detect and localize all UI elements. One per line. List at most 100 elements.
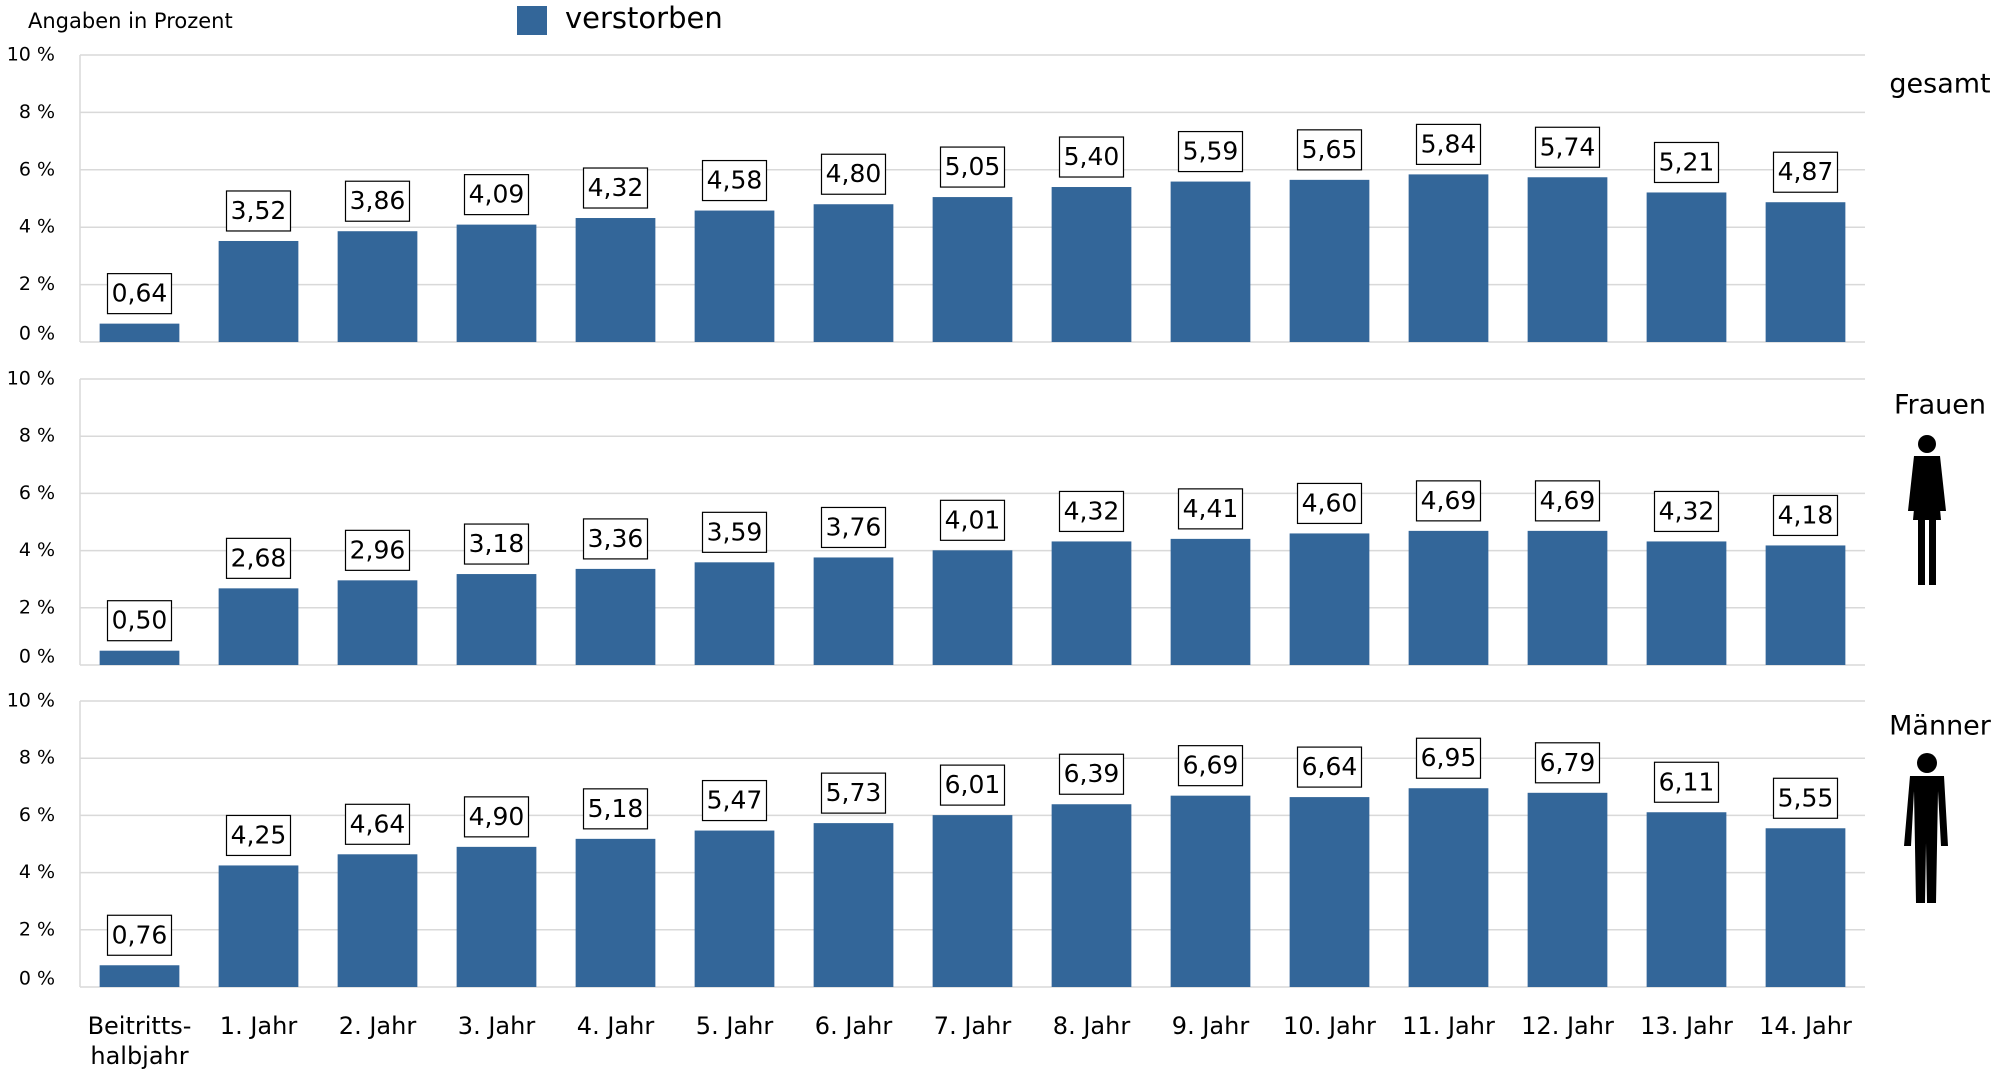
value-label: 4,01 [945, 505, 1001, 534]
value-label-box [939, 146, 1006, 188]
bar [1170, 538, 1251, 665]
legend-label: verstorben [565, 1, 723, 35]
value-label-box [582, 788, 649, 830]
value-label: 6,11 [1659, 767, 1715, 796]
bar [575, 218, 656, 342]
value-label-box [701, 159, 768, 202]
bar [337, 231, 418, 342]
value-label-box [344, 803, 411, 845]
x-tick-label: 6. Jahr [815, 1012, 893, 1040]
bar [1170, 181, 1251, 342]
value-label: 5,59 [1183, 137, 1239, 166]
value-label: 5,18 [588, 794, 644, 823]
value-label: 6,39 [1064, 759, 1120, 788]
bar [1051, 187, 1132, 342]
value-label-box [1772, 777, 1839, 819]
y-tick-label: 4 % [19, 861, 55, 883]
value-label-box [820, 772, 887, 814]
y-tick-label: 4 % [19, 539, 55, 561]
value-label: 5,05 [945, 152, 1001, 181]
value-label: 6,01 [945, 770, 1001, 799]
x-tick-label: 11. Jahr [1402, 1012, 1495, 1040]
bar [1408, 530, 1489, 665]
bar [337, 580, 418, 665]
value-label: 6,64 [1302, 752, 1358, 781]
y-tick-label: 10 % [7, 690, 55, 712]
bar [99, 323, 180, 342]
y-tick-label: 6 % [19, 482, 55, 504]
value-label: 4,25 [231, 820, 287, 849]
bar [1289, 533, 1370, 665]
bar [575, 568, 656, 665]
y-tick-label: 0 % [19, 646, 55, 668]
bar [694, 562, 775, 665]
value-label-box [1653, 141, 1720, 184]
bar [456, 574, 537, 665]
bar [694, 210, 775, 342]
value-label-box [463, 174, 530, 216]
bar [1170, 795, 1251, 987]
bar [1289, 797, 1370, 987]
value-label: 4,64 [350, 809, 406, 838]
value-label-box [1177, 488, 1244, 530]
value-label: 5,73 [826, 778, 882, 807]
value-label-box [225, 537, 292, 579]
bar [1527, 530, 1608, 665]
y-tick-label: 2 % [19, 918, 55, 940]
value-label: 0,50 [112, 606, 168, 635]
bar [1051, 541, 1132, 665]
value-label: 5,84 [1421, 129, 1477, 158]
value-label-box [582, 167, 649, 209]
value-label: 2,96 [350, 535, 406, 564]
y-tick-label: 2 % [19, 596, 55, 618]
bar [932, 815, 1013, 987]
value-label-box [1772, 494, 1839, 537]
value-label: 4,60 [1302, 488, 1358, 517]
value-label: 4,69 [1421, 486, 1477, 515]
value-label: 5,21 [1659, 147, 1715, 176]
y-tick-label: 6 % [19, 804, 55, 826]
value-label: 4,87 [1778, 157, 1834, 186]
value-label-box [225, 814, 292, 857]
value-label-box [1058, 753, 1125, 795]
value-label-box [1534, 742, 1601, 784]
x-tick-label: Beitritts-halbjahr [88, 1012, 192, 1070]
value-label: 4,32 [588, 173, 644, 202]
value-label-box [1058, 490, 1125, 533]
bar [218, 240, 299, 342]
bar [1765, 828, 1846, 987]
bar [1408, 788, 1489, 987]
value-label: 0,64 [112, 279, 168, 308]
x-tick-label: 9. Jahr [1172, 1012, 1250, 1040]
bar [1527, 792, 1608, 987]
value-label-box [106, 600, 173, 642]
bar [1646, 192, 1727, 342]
value-label: 4,69 [1540, 486, 1596, 515]
value-label: 5,47 [707, 786, 763, 815]
bar [218, 588, 299, 665]
value-label-box [1772, 151, 1839, 193]
value-label: 3,36 [588, 524, 644, 553]
value-label: 6,79 [1540, 748, 1596, 777]
value-label: 4,32 [1064, 496, 1120, 525]
bar [1051, 804, 1132, 987]
value-label: 3,86 [350, 186, 406, 215]
value-label-box [1653, 761, 1720, 803]
panel-title: Männer [1889, 711, 1992, 742]
value-label-box [1296, 129, 1363, 171]
x-tick-label: 1. Jahr [220, 1012, 298, 1040]
man-icon [1904, 753, 1948, 903]
x-tick-label: 12. Jahr [1521, 1012, 1614, 1040]
value-label: 5,65 [1302, 135, 1358, 164]
value-label-box [1296, 482, 1363, 525]
value-label: 3,59 [707, 517, 763, 546]
value-label: 6,95 [1421, 743, 1477, 772]
bar [99, 650, 180, 665]
value-label: 4,90 [469, 802, 525, 831]
bar [1765, 202, 1846, 342]
x-tick-label: 13. Jahr [1640, 1012, 1733, 1040]
value-label-box [106, 273, 173, 315]
value-label: 0,76 [112, 920, 168, 949]
